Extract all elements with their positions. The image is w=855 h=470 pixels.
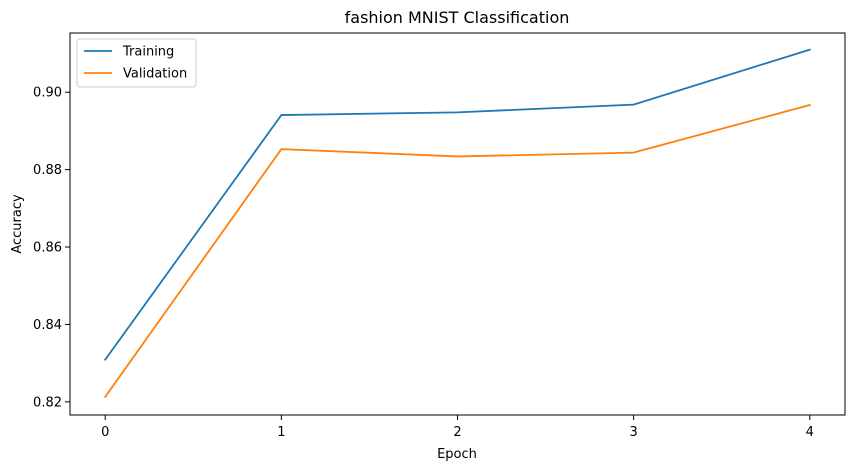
y-tick-label: 0.84	[33, 318, 62, 333]
x-tick-label: 4	[806, 425, 814, 440]
plot-lines	[103, 48, 811, 399]
legend-label: Validation	[123, 67, 187, 82]
y-axis-label: Accuracy	[10, 194, 25, 254]
series-line-validation	[103, 103, 811, 399]
series-line-training	[103, 48, 811, 361]
x-axis-label: Epoch	[437, 447, 477, 462]
x-tick-label: 3	[629, 425, 637, 440]
x-tick-label: 0	[101, 425, 109, 440]
x-tick-label: 2	[453, 425, 461, 440]
x-axis: 0 1 2 3 4	[101, 415, 814, 440]
y-tick-label: 0.90	[33, 86, 62, 101]
plot-frame	[69, 32, 846, 416]
legend: Training Validation	[76, 38, 197, 88]
legend-label: Training	[122, 45, 174, 60]
y-tick-label: 0.88	[33, 163, 62, 178]
x-tick-label: 1	[277, 425, 285, 440]
y-axis: 0.82 0.84 0.86 0.88 0.90	[33, 86, 70, 410]
chart-title: fashion MNIST Classification	[345, 8, 570, 27]
y-tick-label: 0.82	[33, 395, 62, 410]
y-tick-label: 0.86	[33, 241, 62, 256]
